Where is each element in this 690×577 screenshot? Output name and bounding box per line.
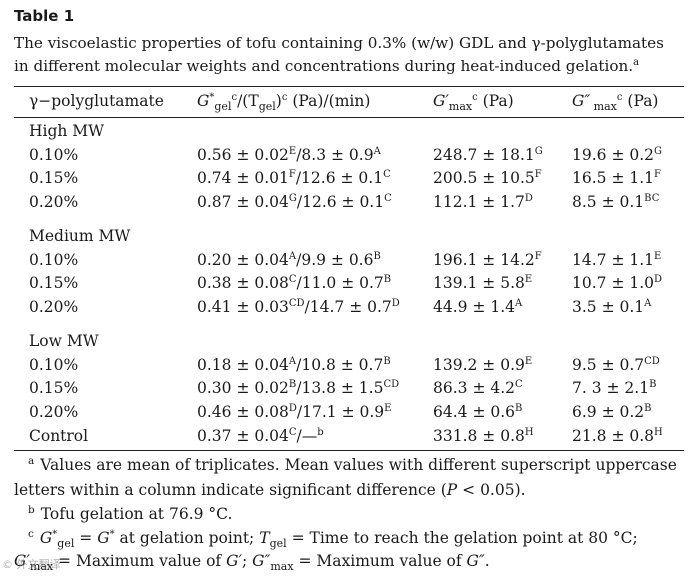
footnote-c-line-2: G′max = Maximum value of G′; G″max = Max…	[14, 552, 490, 573]
cell-g-double-prime-max: 16.5 ± 1.1F	[572, 169, 661, 188]
group-heading: Low MW	[29, 332, 99, 350]
watermark: © 外文翻译	[2, 558, 61, 571]
cell-concentration: 0.10%	[29, 145, 79, 164]
cell-g-prime-max: 139.2 ± 0.9E	[433, 355, 533, 374]
footnote-a-line-2: letters within a column indicate signifi…	[14, 481, 526, 499]
footnote-b: b Tofu gelation at 76.9 °C.	[28, 504, 233, 523]
cell-g-double-prime-max: 14.7 ± 1.1E	[572, 250, 662, 269]
cell-g-prime-max: 139.1 ± 5.8E	[433, 274, 533, 293]
cell-gel-point: 0.46 ± 0.08D/17.1 ± 0.9E	[197, 403, 392, 422]
cell-g-double-prime-max: 9.5 ± 0.7CD	[572, 355, 660, 374]
cell-gel-point: 0.37 ± 0.04C/—b	[197, 426, 324, 445]
cell-gel-point: 0.74 ± 0.01F/12.6 ± 0.1C	[197, 169, 391, 188]
cell-g-double-prime-max: 7. 3 ± 2.1B	[572, 379, 657, 398]
cell-g-prime-max: 331.8 ± 0.8H	[433, 426, 534, 445]
header-rule	[14, 117, 684, 118]
table-caption: The viscoelastic properties of tofu cont…	[14, 32, 690, 80]
group-heading: Medium MW	[29, 227, 131, 245]
cell-g-prime-max: 196.1 ± 14.2F	[433, 250, 542, 269]
cell-concentration: 0.20%	[29, 403, 79, 422]
header-gel-point: G*gelc/(Tgel)c (Pa)/(min)	[197, 92, 371, 113]
cell-concentration: 0.20%	[29, 298, 79, 317]
cell-gel-point: 0.20 ± 0.04A/9.9 ± 0.6B	[197, 250, 381, 269]
cell-g-prime-max: 248.7 ± 18.1G	[433, 145, 543, 164]
caption-line-2: in different molecular weights and conce…	[14, 57, 640, 75]
cell-concentration: 0.20%	[29, 193, 79, 212]
cell-g-double-prime-max: 3.5 ± 0.1A	[572, 298, 652, 317]
header-g-prime-max: G′maxc (Pa)	[433, 92, 514, 113]
cell-concentration: 0.15%	[29, 379, 79, 398]
cell-gel-point: 0.30 ± 0.02B/13.8 ± 1.5CD	[197, 379, 400, 398]
cell-concentration: 0.10%	[29, 355, 79, 374]
cell-g-double-prime-max: 19.6 ± 0.2G	[572, 145, 663, 164]
header-g-double-prime-max: G″ maxc (Pa)	[572, 92, 659, 113]
cell-gel-point: 0.38 ± 0.08C/11.0 ± 0.7B	[197, 274, 392, 293]
top-rule	[14, 86, 684, 87]
cell-g-double-prime-max: 10.7 ± 1.0D	[572, 274, 663, 293]
cell-concentration: 0.15%	[29, 169, 79, 188]
cell-g-prime-max: 44.9 ± 1.4A	[433, 298, 523, 317]
cell-gel-point: 0.56 ± 0.02E/8.3 ± 0.9A	[197, 145, 381, 164]
cell-gel-point: 0.87 ± 0.04G/12.6 ± 0.1C	[197, 193, 392, 212]
cell-concentration: 0.10%	[29, 250, 79, 269]
cell-g-prime-max: 200.5 ± 10.5F	[433, 169, 542, 188]
caption-line-1: The viscoelastic properties of tofu cont…	[14, 34, 664, 52]
cell-gel-point: 0.18 ± 0.04A/10.8 ± 0.7B	[197, 355, 391, 374]
cell-concentration: 0.15%	[29, 274, 79, 293]
bottom-rule	[14, 450, 684, 451]
cell-concentration: Control	[29, 426, 89, 445]
table-label: Table 1	[14, 7, 75, 25]
group-heading: High MW	[29, 122, 105, 140]
cell-gel-point: 0.41 ± 0.03CD/14.7 ± 0.7D	[197, 298, 400, 317]
cell-g-double-prime-max: 6.9 ± 0.2B	[572, 403, 652, 422]
cell-g-prime-max: 112.1 ± 1.7D	[433, 193, 533, 212]
cell-g-prime-max: 86.3 ± 4.2C	[433, 379, 523, 398]
footnote-c: c G*gel = G* at gelation point; Tgel = Ti…	[28, 528, 638, 550]
footnote-a: a Values are mean of triplicates. Mean va…	[28, 455, 677, 474]
cell-g-double-prime-max: 8.5 ± 0.1BC	[572, 193, 660, 212]
header-polyglutamate: γ−polyglutamate	[29, 92, 164, 110]
cell-g-prime-max: 64.4 ± 0.6B	[433, 403, 523, 422]
cell-g-double-prime-max: 21.8 ± 0.8H	[572, 426, 663, 445]
